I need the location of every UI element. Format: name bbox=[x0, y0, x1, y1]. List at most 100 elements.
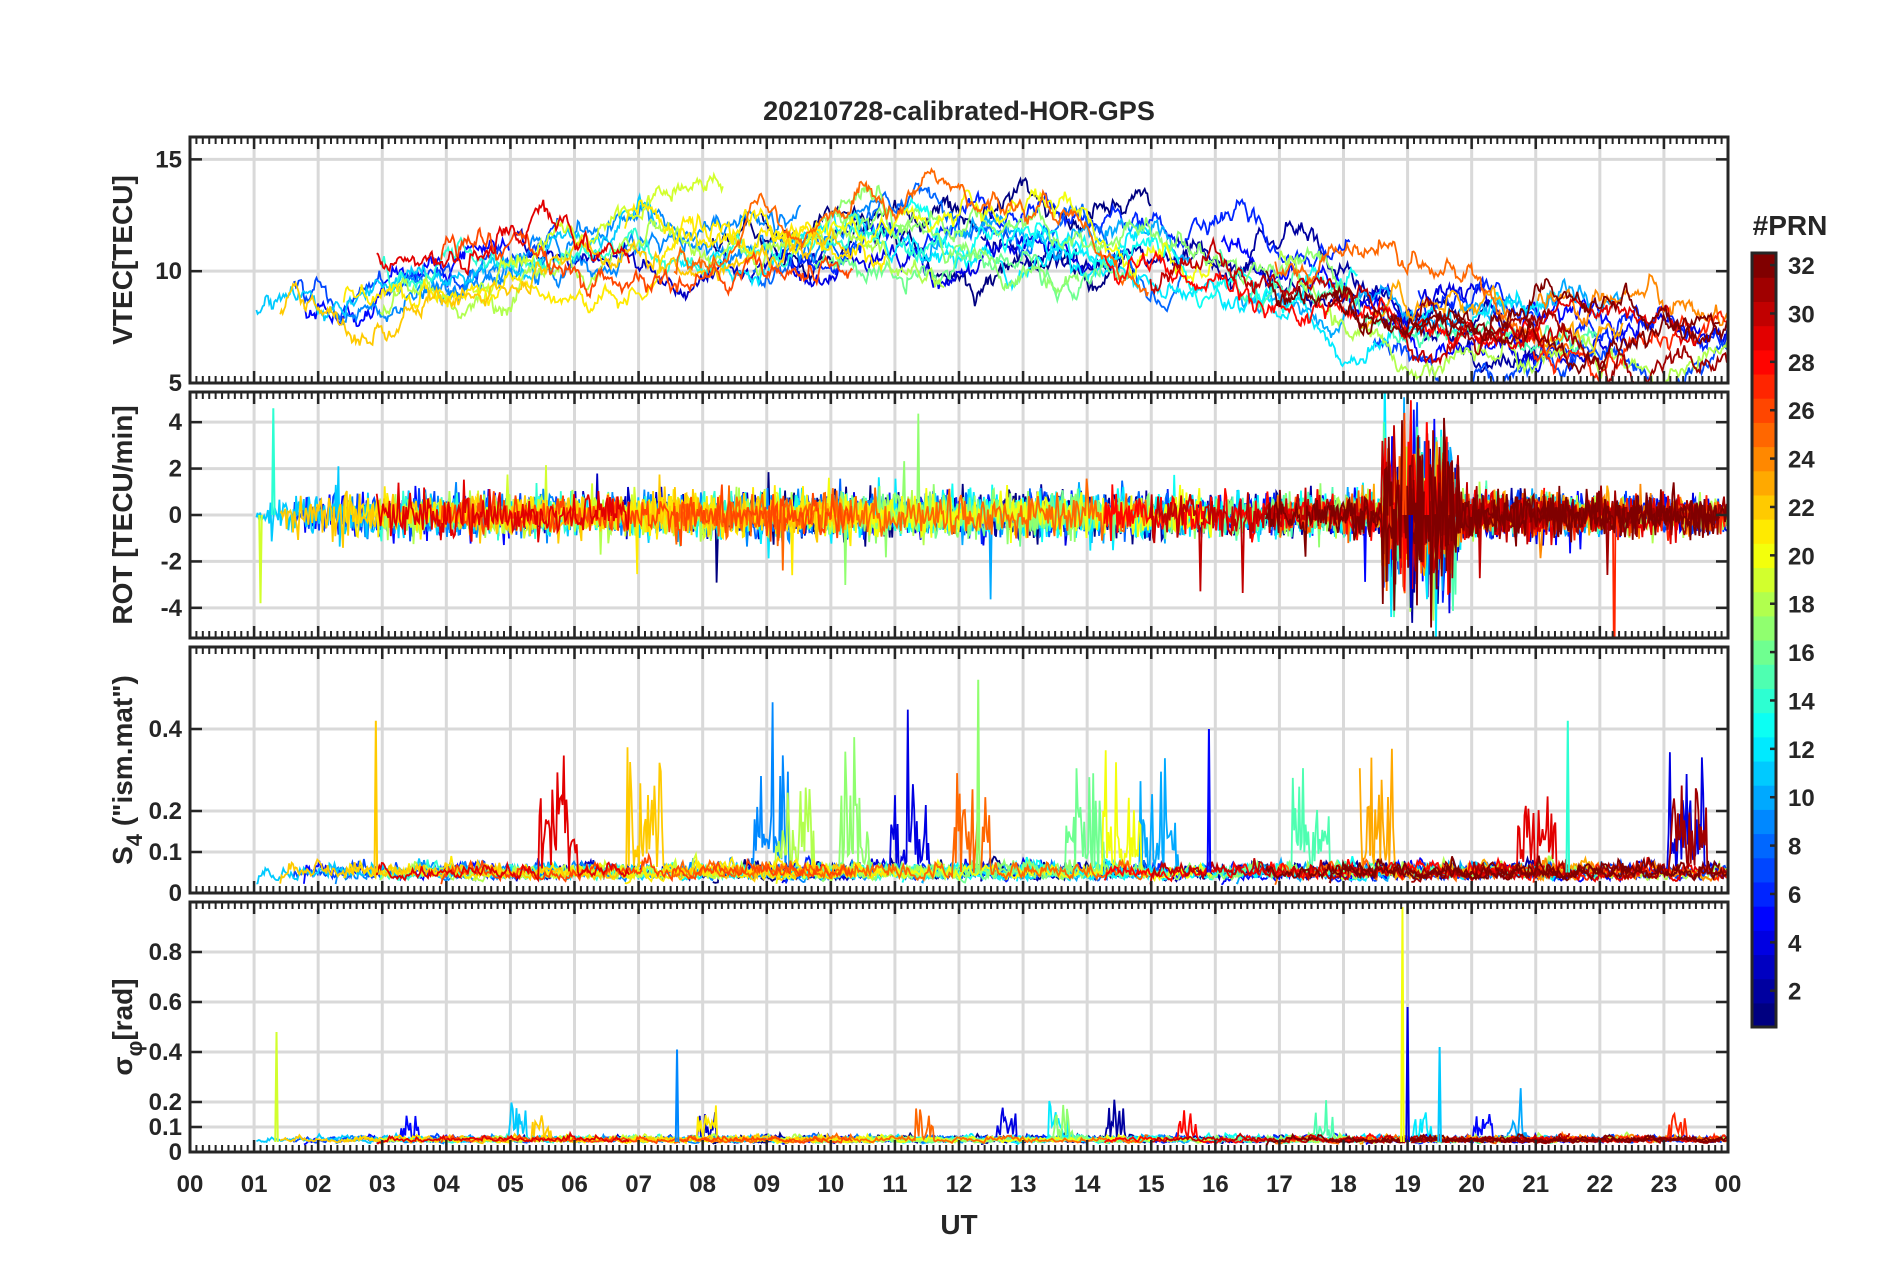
series-s4-prn-26-pass-1 bbox=[440, 852, 854, 885]
colorbar-swatch-23 bbox=[1752, 470, 1776, 496]
spike-rot-4 bbox=[271, 408, 276, 516]
spike-sigphi-2 bbox=[1405, 1006, 1410, 1143]
series-vtec-prn-31-pass-1 bbox=[1410, 295, 1728, 383]
series-rot-prn-32-pass-2 bbox=[1264, 417, 1721, 628]
colorbar-swatch-13 bbox=[1752, 712, 1776, 738]
panel-sigphi-ytick-5: 0.8 bbox=[149, 939, 182, 966]
x-tick-0: 00 bbox=[177, 1171, 204, 1198]
series-s4-prn-22-pass-1 bbox=[279, 747, 852, 884]
x-axis: 00 01 02 03 04 05 06 07 08 09 10 11 12 13 14 15 16 17 18 19… bbox=[177, 1171, 1742, 1198]
series-vtec-prn-12-pass-1 bbox=[679, 209, 1154, 292]
colorbar-tick-12: 26 bbox=[1788, 398, 1815, 425]
panel-s4-grid bbox=[188, 647, 1730, 895]
panel-sigphi-frame bbox=[188, 900, 1730, 1154]
panel-sigphi-ytick-0: 0 bbox=[169, 1139, 182, 1166]
spike-s4-1 bbox=[975, 679, 981, 873]
series-vtec-prn-9-pass-1 bbox=[334, 201, 801, 326]
spike-s4-3 bbox=[1206, 728, 1212, 873]
series-vtec-prn-17-pass-1 bbox=[821, 206, 1351, 299]
x-tick-13: 13 bbox=[1010, 1171, 1037, 1198]
series-vtec-prn-32-pass-1 bbox=[1328, 284, 1728, 375]
colorbar-tick-14: 30 bbox=[1788, 301, 1815, 328]
x-tick-10: 10 bbox=[817, 1171, 844, 1198]
series-vtec-prn-18-pass-2 bbox=[379, 218, 945, 320]
series-vtec-prn-32-pass-2 bbox=[1265, 270, 1720, 345]
spike-rot-3 bbox=[1424, 422, 1430, 516]
x-tick-22: 22 bbox=[1586, 1171, 1613, 1198]
series-vtec-prn-11-pass-1 bbox=[255, 192, 658, 322]
spike-rot-1 bbox=[1402, 412, 1407, 516]
colorbar-tick-0: 2 bbox=[1788, 979, 1801, 1006]
panel-sigphi-ylabel: σφ[rad] bbox=[107, 978, 147, 1075]
series-vtec-prn-29-pass-1 bbox=[376, 199, 631, 277]
x-tick-1: 01 bbox=[241, 1171, 268, 1198]
series-s4-prn-32-pass-1 bbox=[1328, 856, 1728, 884]
colorbar-swatch-27 bbox=[1752, 373, 1776, 399]
series-rot-prn-18-pass-1 bbox=[1277, 446, 1728, 621]
panel-vtec-ytick-2: 15 bbox=[155, 146, 182, 173]
colorbar-tick-7: 16 bbox=[1788, 640, 1815, 667]
panel-vtec-ylabel: VTEC[TECU] bbox=[107, 175, 138, 345]
colorbar-tick-1: 4 bbox=[1788, 930, 1802, 957]
x-tick-9: 09 bbox=[753, 1171, 780, 1198]
colorbar-tick-10: 22 bbox=[1788, 495, 1815, 522]
series-vtec-prn-25-pass-1 bbox=[1274, 239, 1570, 359]
series-vtec-prn-21-pass-1 bbox=[342, 215, 821, 314]
colorbar-swatch-31 bbox=[1752, 277, 1776, 302]
x-tick-7: 07 bbox=[625, 1171, 652, 1198]
panel-sigphi-series bbox=[256, 906, 1728, 1146]
series-s4-prn-32-pass-2 bbox=[1264, 855, 1721, 882]
colorbar-swatch-7 bbox=[1752, 857, 1776, 883]
x-tick-18: 18 bbox=[1330, 1171, 1357, 1198]
panel-sigphi-ytick-2: 0.2 bbox=[149, 1089, 182, 1116]
colorbar-swatch-9 bbox=[1752, 809, 1776, 835]
colorbar-tick-8: 18 bbox=[1788, 592, 1815, 619]
spike-s4-4 bbox=[1565, 720, 1571, 873]
colorbar-tick-9: 20 bbox=[1788, 543, 1815, 570]
series-vtec-prn-20-pass-1 bbox=[775, 188, 1213, 285]
colorbar-tick-3: 8 bbox=[1788, 834, 1801, 861]
series-s4-prn-4-pass-1 bbox=[781, 709, 1096, 884]
x-tick-2: 02 bbox=[305, 1171, 332, 1198]
x-tick-5: 05 bbox=[497, 1171, 524, 1198]
panel-vtec: 5 10 15 VTEC[TECU] bbox=[107, 135, 1730, 397]
x-tick-8: 08 bbox=[689, 1171, 716, 1198]
panel-rot-ytick-0: -4 bbox=[161, 595, 183, 622]
series-rot-prn-29-pass-1 bbox=[375, 479, 631, 543]
panel-vtec-ytick-0: 5 bbox=[169, 370, 182, 397]
series-vtec-prn-19-pass-1 bbox=[472, 171, 724, 305]
panel-s4-ytick-0: 0 bbox=[169, 880, 182, 907]
chart-title: 20210728-calibrated-HOR-GPS bbox=[763, 96, 1155, 126]
series-sigphi-prn-25-pass-2 bbox=[673, 1108, 1149, 1145]
panel-s4: 0 0.1 0.2 0.4S4 ("ism.mat") bbox=[107, 645, 1730, 907]
series-vtec-prn-25-pass-2 bbox=[673, 166, 1149, 297]
series-s4-prn-29-pass-1 bbox=[375, 755, 630, 883]
x-tick-12: 12 bbox=[946, 1171, 973, 1198]
x-tick-14: 14 bbox=[1074, 1171, 1101, 1198]
spike-sigphi-3 bbox=[1437, 1046, 1442, 1143]
colorbar-frame bbox=[1750, 251, 1778, 1029]
x-tick-3: 03 bbox=[369, 1171, 396, 1198]
panel-s4-series bbox=[256, 679, 1728, 886]
spike-rot-5 bbox=[258, 514, 263, 604]
colorbar-swatch-1 bbox=[1752, 1002, 1776, 1028]
x-tick-19: 19 bbox=[1394, 1171, 1421, 1198]
x-tick-4: 04 bbox=[433, 1171, 460, 1198]
spike-rot-2 bbox=[1408, 514, 1414, 608]
panel-vtec-grid bbox=[188, 137, 1730, 385]
colorbar-swatch-3 bbox=[1752, 954, 1776, 980]
x-axis-label: UT bbox=[940, 1209, 977, 1240]
panel-s4-frame bbox=[188, 645, 1730, 895]
colorbar-tick-13: 28 bbox=[1788, 350, 1815, 377]
colorbar-tick-6: 14 bbox=[1788, 688, 1815, 715]
series-vtec-prn-23-pass-1 bbox=[1359, 278, 1624, 358]
panel-s4-ytick-1: 0.1 bbox=[149, 839, 182, 866]
colorbar-swatch-29 bbox=[1752, 325, 1776, 351]
colorbar-swatch-15 bbox=[1752, 664, 1776, 689]
x-tick-6: 06 bbox=[561, 1171, 588, 1198]
panel-rot-ytick-2: 0 bbox=[169, 502, 182, 529]
colorbar-tick-5: 12 bbox=[1788, 737, 1815, 764]
series-s4-prn-23-pass-1 bbox=[1358, 748, 1624, 882]
series-vtec-prn-14-pass-1 bbox=[379, 222, 944, 293]
